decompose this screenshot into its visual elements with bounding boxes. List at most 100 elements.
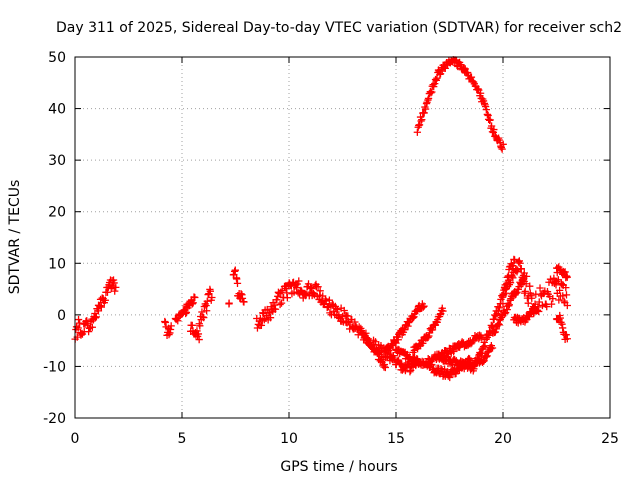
data-point	[482, 106, 490, 114]
data-point	[483, 110, 492, 119]
data-point	[418, 115, 426, 124]
data-point	[424, 94, 433, 103]
data-point	[474, 355, 483, 363]
data-point	[206, 287, 214, 295]
data-point	[309, 289, 318, 298]
data-point	[499, 140, 507, 148]
data-point	[555, 286, 564, 295]
data-point	[97, 303, 106, 311]
x-tick-label: 5	[178, 431, 187, 447]
data-point	[364, 335, 372, 343]
data-point	[88, 323, 96, 331]
x-tick-label: 25	[601, 431, 619, 447]
data-point	[430, 83, 438, 91]
data-point	[295, 277, 303, 285]
data-point	[316, 287, 324, 295]
data-point	[409, 313, 417, 322]
data-point	[562, 284, 570, 292]
data-point	[563, 335, 571, 343]
data-point	[200, 313, 208, 322]
data-point	[514, 285, 522, 294]
data-point	[182, 309, 190, 318]
data-point	[406, 368, 414, 376]
data-point	[563, 273, 571, 281]
data-point	[290, 288, 298, 296]
data-point	[194, 330, 203, 338]
data-point	[233, 275, 241, 283]
data-point	[74, 315, 83, 324]
y-axis-label: SDTVAR / TECUs	[7, 180, 23, 295]
data-point	[161, 318, 170, 327]
data-point	[257, 321, 266, 329]
data-point	[474, 85, 482, 93]
data-point	[561, 268, 569, 276]
data-point	[111, 287, 119, 295]
axis-ticks: 0 5 10 15 20 25 -20 -10 0 10 20 30 40 50	[43, 50, 619, 447]
data-point	[74, 324, 82, 332]
data-point	[103, 288, 112, 296]
data-point	[502, 289, 510, 297]
data-point	[509, 262, 517, 270]
data-point	[240, 298, 248, 306]
data-point	[428, 88, 436, 96]
data-point	[333, 305, 342, 314]
data-point	[381, 363, 390, 372]
data-point	[495, 304, 504, 312]
data-point	[195, 335, 203, 344]
data-point	[202, 307, 211, 315]
data-point	[559, 292, 567, 300]
data-point	[307, 283, 315, 292]
data-point	[517, 265, 525, 273]
chart-title: Day 311 of 2025, Sidereal Day-to-day VTE…	[56, 20, 622, 36]
data-point	[504, 272, 513, 280]
data-point	[531, 300, 539, 308]
data-point	[428, 326, 437, 334]
x-tick-label: 15	[387, 431, 405, 447]
data-point	[503, 280, 511, 288]
data-point	[237, 290, 245, 298]
data-point	[549, 294, 557, 303]
data-point	[85, 324, 94, 332]
data-point	[208, 293, 216, 302]
data-point	[476, 89, 485, 97]
data-point	[482, 353, 490, 361]
data-point	[521, 287, 529, 296]
data-point	[278, 286, 286, 295]
data-point	[325, 296, 334, 304]
data-point	[494, 307, 503, 315]
data-point	[101, 296, 109, 304]
y-tick-label: -20	[43, 411, 66, 427]
data-point	[481, 342, 489, 350]
data-point	[563, 301, 571, 310]
y-tick-label: 0	[57, 308, 66, 324]
data-point	[436, 70, 445, 78]
data-point	[188, 321, 196, 330]
data-point	[342, 318, 350, 326]
data-point	[233, 279, 242, 288]
x-tick-label: 20	[494, 431, 512, 447]
data-point	[486, 116, 494, 124]
data-point	[464, 68, 472, 77]
data-point	[490, 125, 498, 134]
data-point	[524, 299, 532, 307]
data-point	[196, 322, 204, 330]
data-point	[467, 73, 476, 81]
data-point	[470, 365, 478, 373]
data-point	[503, 306, 511, 314]
data-point	[488, 344, 497, 352]
data-point	[433, 74, 441, 82]
data-point	[501, 310, 509, 318]
plot-frame	[74, 56, 611, 419]
y-tick-label: 20	[48, 205, 66, 221]
data-point	[556, 314, 564, 322]
y-tick-label: 50	[48, 50, 66, 66]
data-point	[231, 267, 239, 276]
x-tick-label: 0	[71, 431, 80, 447]
x-tick-label: 10	[280, 431, 298, 447]
data-point	[535, 298, 543, 306]
data-point	[167, 322, 175, 330]
data-point	[420, 109, 428, 117]
data-point	[452, 56, 460, 64]
x-axis-label: GPS time / hours	[280, 459, 397, 475]
